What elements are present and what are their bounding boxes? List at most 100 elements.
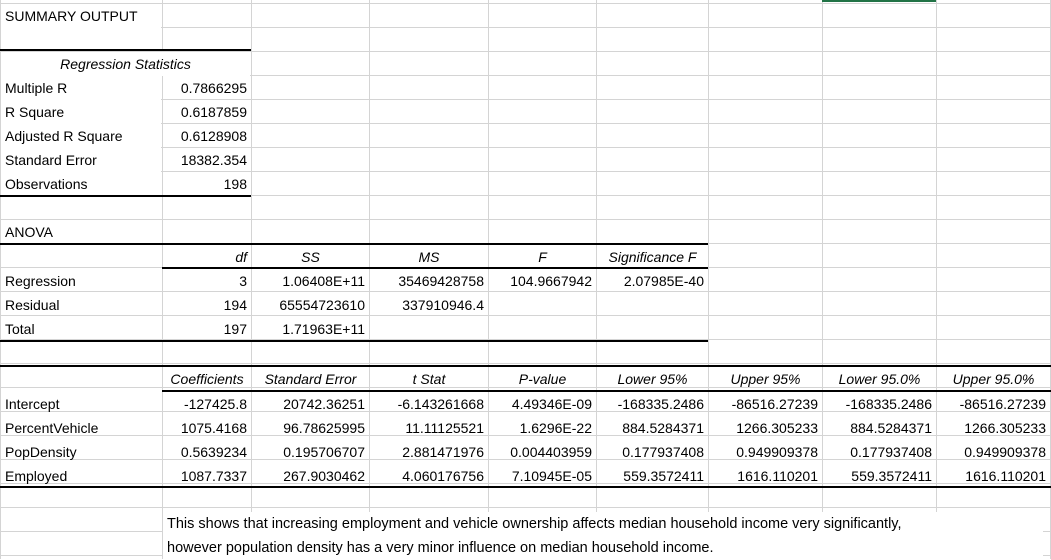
anova-cell-ss[interactable]: 1.71963E+11 [282,321,365,337]
coef-cell[interactable]: 884.5284371 [850,420,932,436]
anova-row-label[interactable]: Total [5,321,35,337]
coef-cell[interactable]: 0.177937408 [850,444,932,460]
coef-cell[interactable]: 96.78625995 [283,420,365,436]
coef-row-label[interactable]: Intercept [5,396,60,412]
anova-row-label[interactable]: Residual [5,297,60,313]
anova-cell-ms[interactable]: 35469428758 [398,273,484,289]
anova-cell-df[interactable]: 197 [223,321,247,337]
coef-header-lower-95[interactable]: Lower 95% [617,371,688,387]
coef-row-label[interactable]: PercentVehicle [5,420,99,436]
coef-header-upper-95-0[interactable]: Upper 95.0% [952,371,1035,387]
coef-header-coefficients[interactable]: Coefficients [170,371,244,387]
coef-row-label[interactable]: PopDensity [5,444,77,460]
grid-column-line [596,0,597,559]
coef-header-lower-95-0[interactable]: Lower 95.0% [838,371,921,387]
anova-header-ms[interactable]: MS [418,249,440,265]
anova-title[interactable]: ANOVA [1,220,161,244]
coef-cell[interactable]: 4.49346E-09 [511,396,592,412]
anova-cell-df[interactable]: 194 [223,297,247,313]
stat-value[interactable]: 0.6128908 [180,128,247,144]
grid-column-line [0,0,1,559]
coef-cell[interactable]: -86516.27239 [731,396,818,412]
grid-row-line [0,3,1051,4]
coef-cell[interactable]: -86516.27239 [959,396,1046,412]
coef-header-upper-95[interactable]: Upper 95% [730,371,801,387]
anova-cell-f[interactable]: 104.9667942 [510,273,592,289]
coef-cell[interactable]: 0.949909378 [964,444,1046,460]
grid-row-line [0,507,1051,508]
coef-cell[interactable]: 20742.36251 [283,396,365,412]
stat-label[interactable]: Adjusted R Square [1,124,161,148]
grid-row-line [0,27,1051,28]
coef-header-standard-error[interactable]: Standard Error [264,371,357,387]
coef-cell[interactable]: 559.3572411 [623,468,704,484]
stat-label[interactable]: Multiple R [1,76,161,100]
coef-cell[interactable]: -6.143261668 [397,396,484,412]
anova-cell-ss[interactable]: 65554723610 [279,297,365,313]
coef-cell[interactable]: 1087.7337 [180,468,247,484]
grid-row-line [0,459,1051,460]
anova-header-f[interactable]: F [538,249,547,265]
coef-cell[interactable]: 0.004403959 [510,444,592,460]
stat-label[interactable]: Standard Error [1,148,161,172]
stat-value[interactable]: 198 [223,176,247,192]
header-underline [162,390,1051,392]
coef-cell[interactable]: 11.11125521 [405,420,484,436]
coef-cell[interactable]: 1266.305233 [964,420,1046,436]
regression-statistics-header[interactable]: Regression Statistics [1,52,250,76]
note-line-2[interactable]: however population density has a very mi… [163,536,1043,560]
grid-column-line [936,0,937,559]
coef-cell[interactable]: 559.3572411 [851,468,932,484]
summary-output-title[interactable]: SUMMARY OUTPUT [1,4,161,28]
grid-column-line [708,0,709,559]
stat-value[interactable]: 0.7866295 [180,80,247,96]
coef-cell[interactable]: -127425.8 [183,396,247,412]
anova-header-significance-f[interactable]: Significance F [608,249,697,265]
table-border-top [0,365,1051,367]
grid-row-line [0,219,1051,220]
stat-label[interactable]: Observations [1,172,161,196]
anova-cell-ms[interactable]: 337910946.4 [402,297,484,313]
stat-label[interactable]: R Square [1,100,161,124]
coef-cell[interactable]: 2.881471976 [402,444,484,460]
coef-cell[interactable]: 1266.305233 [736,420,818,436]
grid-row-line [0,483,1051,484]
coef-header-t-stat[interactable]: t Stat [412,371,446,387]
coef-header-p-value[interactable]: P-value [518,371,567,387]
coef-cell[interactable]: 1075.4168 [180,420,247,436]
anova-cell-df[interactable]: 3 [239,273,247,289]
anova-cell-ss[interactable]: 1.06408E+11 [282,273,365,289]
anova-header-ss[interactable]: SS [301,249,320,265]
anova-row-label[interactable]: Regression [5,273,76,289]
coef-cell[interactable]: -168335.2486 [845,396,932,412]
grid-row-line [0,339,1051,340]
coef-cell[interactable]: 7.10945E-05 [511,468,592,484]
grid-column-line [822,0,823,559]
table-border-bottom [0,340,708,342]
coef-cell[interactable]: 0.5639234 [180,444,247,460]
coef-cell[interactable]: 0.949909378 [736,444,818,460]
grid-row-line [0,363,1051,364]
stat-value[interactable]: 0.6187859 [180,104,247,120]
coef-cell[interactable]: 1616.110201 [737,468,818,484]
grid-row-line [0,387,1051,388]
coef-cell[interactable]: -168335.2486 [617,396,704,412]
coef-cell[interactable]: 1616.110201 [965,468,1046,484]
stat-value[interactable]: 18382.354 [180,152,247,168]
grid-column-line [162,0,163,559]
selected-cell-indicator [822,0,936,2]
anova-header-df[interactable]: df [235,249,247,265]
coef-cell[interactable]: 267.9030462 [283,468,365,484]
anova-cell-significance-f[interactable]: 2.07985E-40 [623,273,704,289]
coef-cell[interactable]: 4.060176756 [402,468,484,484]
grid-row-line [0,291,1051,292]
coef-cell[interactable]: 0.177937408 [622,444,704,460]
note-line-1[interactable]: This shows that increasing employment an… [163,512,1043,536]
coef-row-label[interactable]: Employed [5,468,68,484]
grid-row-line [0,147,1051,148]
coef-cell[interactable]: 1.6296E-22 [519,420,592,436]
coef-cell[interactable]: 0.195706707 [283,444,365,460]
grid-row-line [0,315,1051,316]
coef-cell[interactable]: 884.5284371 [622,420,704,436]
